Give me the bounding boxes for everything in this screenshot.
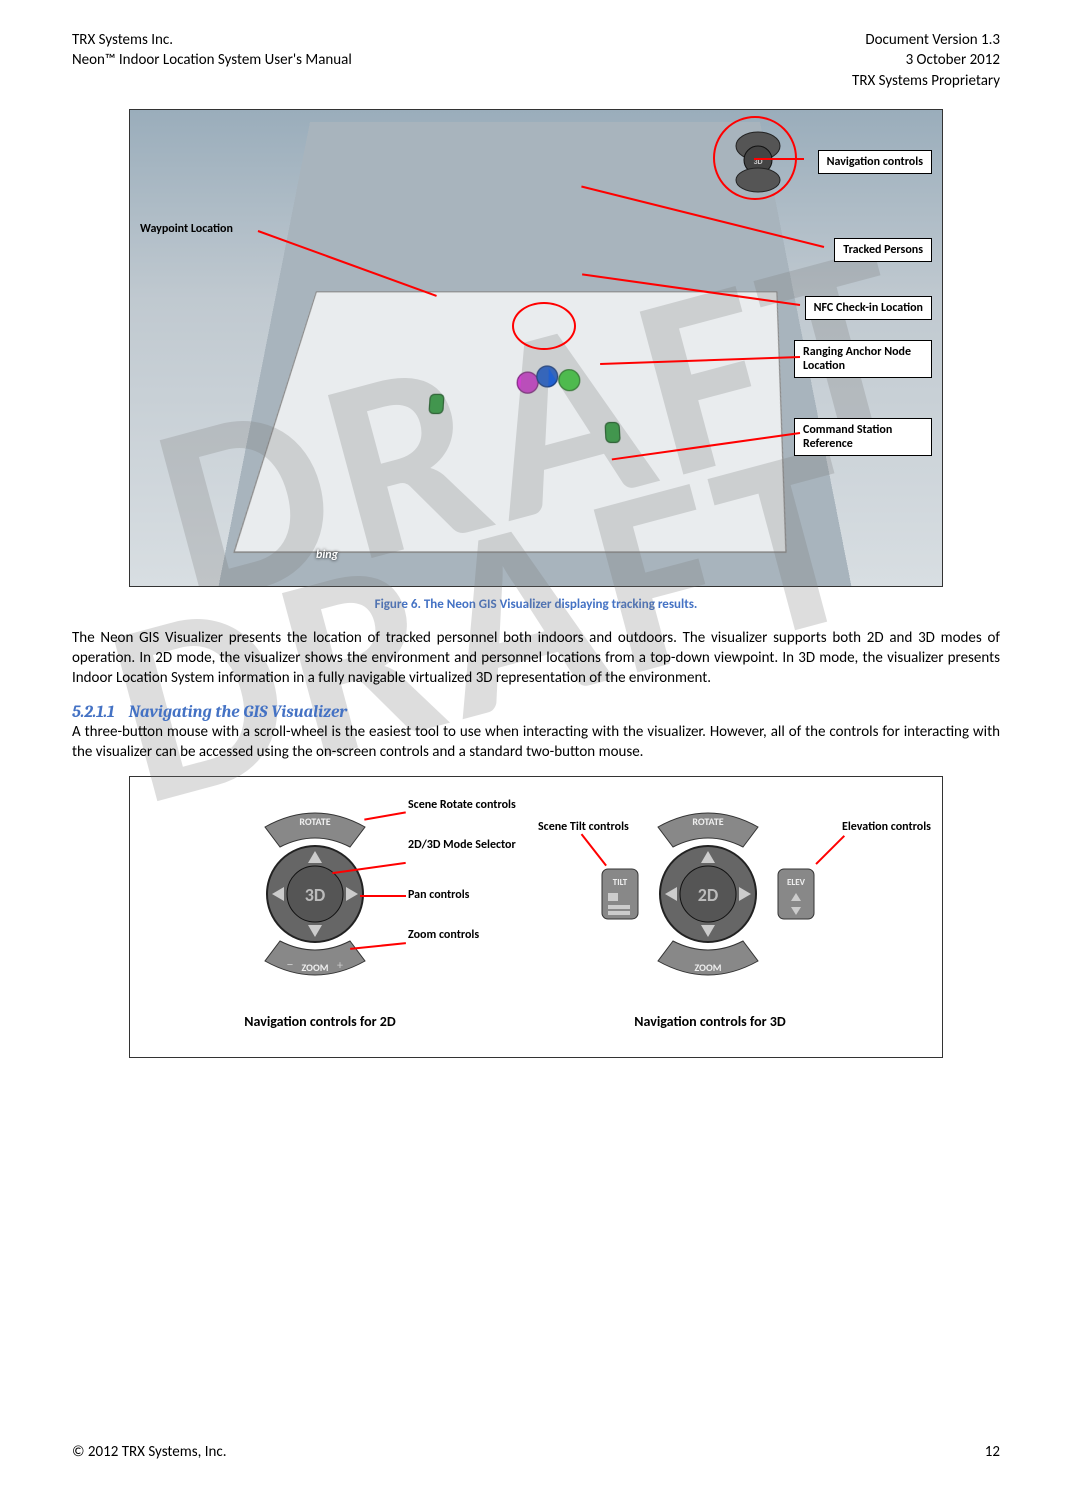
company-name: TRX Systems Inc.: [72, 30, 352, 50]
building-floorplan: [233, 291, 787, 553]
header-left: TRX Systems Inc. Neon™ Indoor Location S…: [72, 30, 352, 91]
section-heading: 5.2.1.1 Navigating the GIS Visualizer: [72, 703, 1000, 722]
svg-text:+: +: [337, 959, 343, 973]
figure-6-caption: Figure 6. The Neon GIS Visualizer displa…: [72, 597, 1000, 612]
nav-control-3d[interactable]: TILT ELEV ROTATE 2D ZOOM: [598, 799, 818, 989]
callout-pan: Pan controls: [408, 889, 469, 903]
callout-anchor: Ranging Anchor Node Location: [794, 340, 932, 378]
person-marker-icon: [536, 365, 558, 387]
callout-nfc: NFC Check-in Location: [805, 296, 932, 320]
callout-nav-controls: Navigation controls: [818, 150, 932, 174]
proprietary-notice: TRX Systems Proprietary: [852, 71, 1000, 91]
paragraph-1: The Neon GIS Visualizer presents the loc…: [72, 628, 1000, 689]
page-number: 12: [985, 1443, 1000, 1461]
mode-3d-label: 3D: [305, 884, 325, 906]
callout-circle-tracked: [512, 302, 576, 350]
doc-date: 3 October 2012: [852, 50, 1000, 70]
section-number: 5.2.1.1: [72, 703, 115, 722]
callout-scene-rotate: Scene Rotate controls: [408, 799, 516, 813]
elev-label: ELEV: [787, 877, 806, 888]
zoom-label: ZOOM: [302, 961, 329, 974]
doc-version: Document Version 1.3: [852, 30, 1000, 50]
waypoint-pin-icon: [604, 422, 620, 443]
callout-line: [754, 158, 804, 160]
tilt-label: TILT: [613, 877, 628, 888]
header-right: Document Version 1.3 3 October 2012 TRX …: [852, 30, 1000, 91]
callout-line: [360, 895, 406, 897]
caption-3d: Navigation controls for 3D: [600, 1013, 820, 1030]
nav-control-2d[interactable]: ROTATE 3D ZOOM − +: [230, 799, 400, 989]
callout-line: [815, 835, 844, 864]
zoom-label: ZOOM: [695, 961, 722, 974]
rotate-label: ROTATE: [692, 815, 723, 828]
caption-2d: Navigation controls for 2D: [220, 1013, 420, 1030]
svg-text:−: −: [287, 956, 294, 973]
callout-tracked: Tracked Persons: [834, 238, 932, 262]
callout-scene-tilt: Scene Tilt controls: [538, 821, 629, 835]
figure-6: DRAFT 3D bing Waypoint Location: [129, 109, 943, 587]
copyright: © 2012 TRX Systems, Inc.: [72, 1443, 227, 1461]
page-footer: © 2012 TRX Systems, Inc. 12: [72, 1443, 1000, 1461]
callout-waypoint: Waypoint Location: [140, 222, 233, 236]
rotate-label: ROTATE: [299, 815, 330, 828]
manual-title: Neon™ Indoor Location System User's Manu…: [72, 50, 352, 70]
callout-mode-selector: 2D/3D Mode Selector: [408, 839, 516, 853]
mode-2d-label: 2D: [698, 884, 718, 906]
waypoint-pin-icon: [428, 393, 444, 413]
callout-command: Command Station Reference: [794, 418, 932, 456]
callout-zoom: Zoom controls: [408, 929, 479, 943]
callout-elevation: Elevation controls: [842, 821, 931, 835]
bing-logo: bing: [316, 548, 338, 562]
section-title: Navigating the GIS Visualizer: [129, 703, 347, 722]
person-marker-icon: [558, 369, 581, 391]
page: TRX Systems Inc. Neon™ Indoor Location S…: [0, 0, 1072, 1491]
page-header: TRX Systems Inc. Neon™ Indoor Location S…: [72, 30, 1000, 91]
paragraph-2: A three-button mouse with a scroll-wheel…: [72, 722, 1000, 763]
figure-nav-controls: ROTATE 3D ZOOM − + TILT: [129, 776, 943, 1058]
